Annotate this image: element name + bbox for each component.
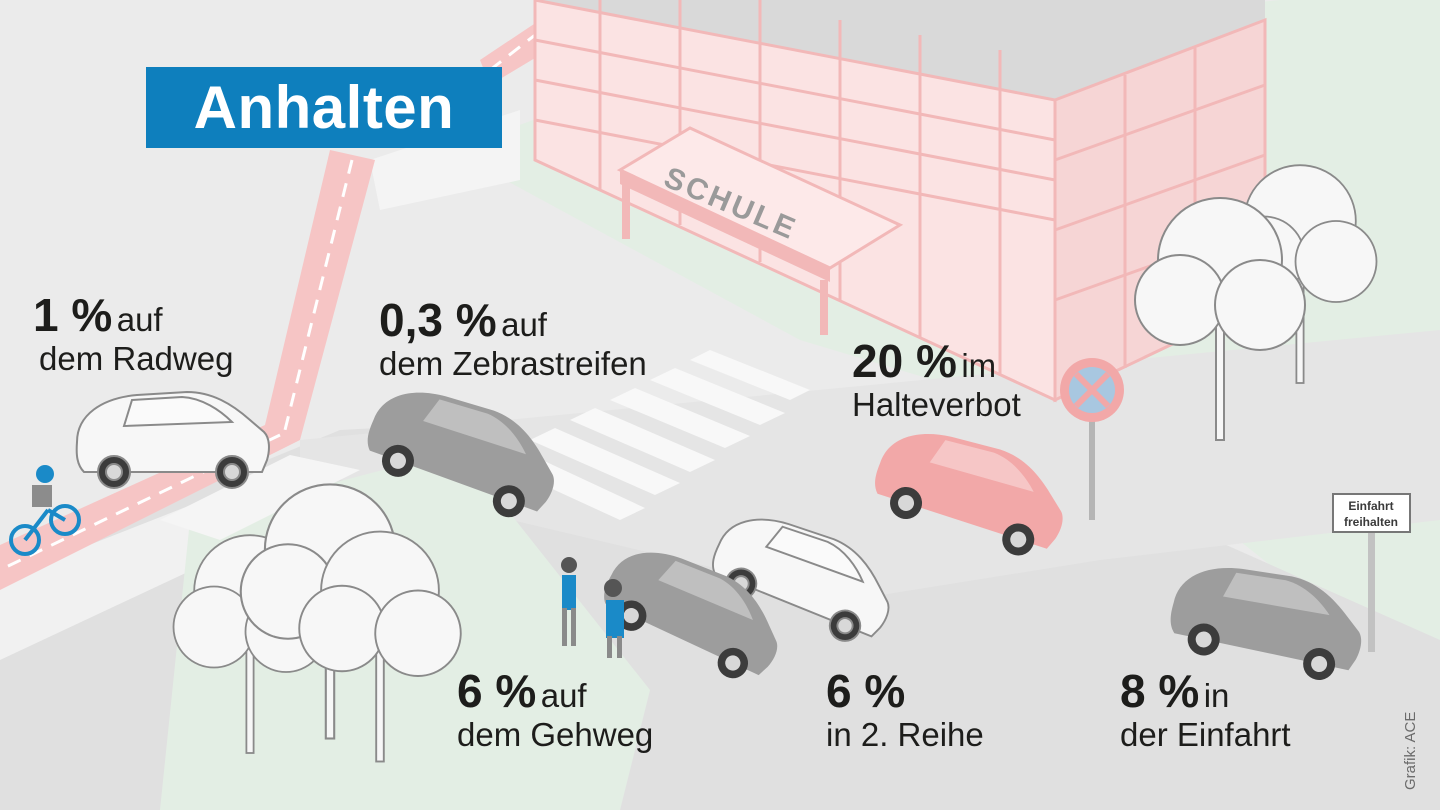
stat-sidewalk: 6 % auf dem Gehweg (457, 668, 653, 751)
einfahrt-freihalten-sign: Einfahrt freihalten (1332, 493, 1411, 652)
no-stopping-sign (1060, 358, 1124, 520)
einfahrt-sign-line2: freihalten (1344, 515, 1398, 529)
zebra-crossing (500, 350, 810, 520)
stat-no-stopping-label: Halteverbot (852, 386, 1021, 423)
stat-driveway-value: 8 % (1120, 665, 1200, 717)
stat-double-parking-label: in 2. Reihe (826, 716, 984, 753)
stat-zebra-crossing-inline: auf (501, 306, 547, 343)
stat-sidewalk-inline: auf (540, 677, 587, 714)
stat-no-stopping-value: 20 % (852, 335, 957, 387)
title-box: Anhalten (146, 67, 502, 148)
stat-driveway: 8 % in der Einfahrt (1120, 668, 1291, 751)
stat-bike-lane-label: dem Radweg (39, 340, 234, 377)
stat-bike-lane-inline: auf (116, 301, 163, 338)
stat-bike-lane: 1 % auf dem Radweg (33, 292, 233, 375)
source-credit: Grafik: ACE (1402, 711, 1419, 790)
stat-no-stopping: 20 % im Halteverbot (852, 338, 1021, 421)
stat-zebra-crossing-value: 0,3 % (379, 294, 497, 346)
pedestrians (561, 557, 624, 658)
stat-sidewalk-value: 6 % (457, 665, 537, 717)
stat-driveway-inline: in (1203, 677, 1230, 714)
stat-zebra-crossing: 0,3 % auf dem Zebrastreifen (379, 297, 647, 380)
einfahrt-sign-line1: Einfahrt (1348, 499, 1393, 513)
stat-sidewalk-label: dem Gehweg (457, 716, 654, 753)
stat-double-parking: 6 % in 2. Reihe (826, 668, 984, 751)
stat-driveway-label: der Einfahrt (1120, 716, 1291, 753)
stat-double-parking-value: 6 % (826, 665, 906, 717)
stat-no-stopping-inline: im (961, 347, 997, 384)
cyclist (9, 465, 81, 556)
chart-title: Anhalten (193, 74, 455, 141)
stat-zebra-crossing-label: dem Zebrastreifen (379, 345, 647, 382)
stat-bike-lane-value: 1 % (33, 289, 113, 341)
